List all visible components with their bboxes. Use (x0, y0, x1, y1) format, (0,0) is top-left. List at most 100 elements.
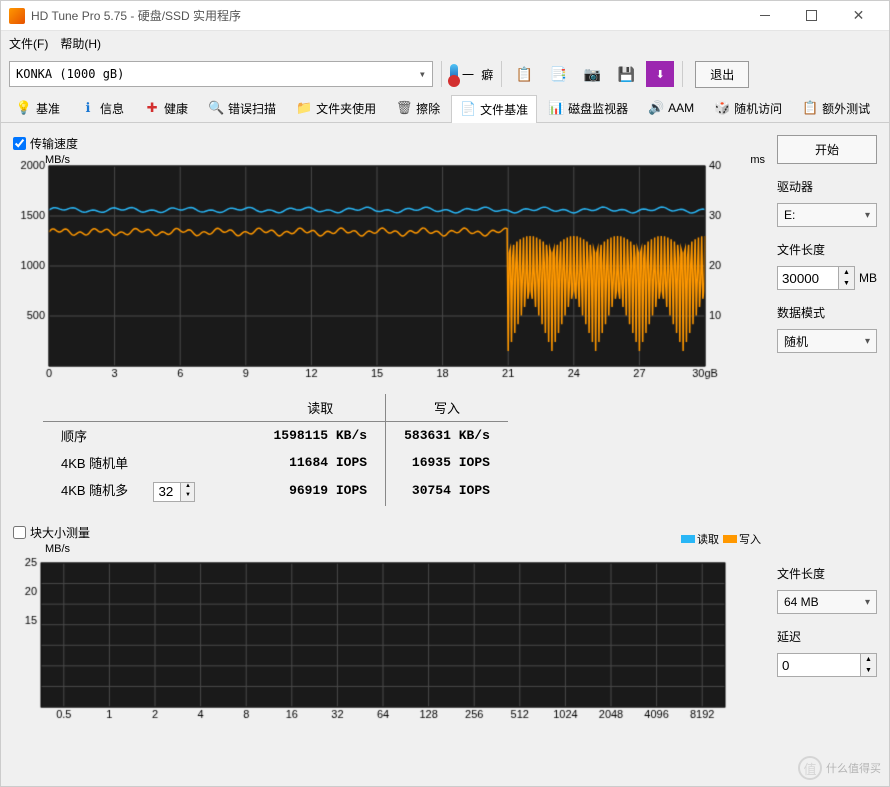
exit-button[interactable]: 退出 (695, 61, 749, 88)
tab-icon: 🗑 (396, 100, 412, 116)
titlebar: HD Tune Pro 5.75 - 硬盘/SSD 实用程序 (1, 1, 889, 31)
tab-icon: 📁 (296, 100, 312, 116)
results-table: 读取 写入 顺序1598115 KB/s583631 KB/s4KB 随机单11… (43, 394, 767, 506)
tab-3[interactable]: 🔍错误扫描 (199, 94, 285, 122)
close-button[interactable] (836, 2, 881, 30)
tab-icon: ℹ (80, 100, 96, 116)
spin-down[interactable]: ▼ (839, 278, 854, 289)
tab-icon: 🎲 (714, 100, 730, 116)
spin-down[interactable]: ▼ (181, 492, 194, 501)
tab-0[interactable]: 💡基准 (7, 94, 69, 122)
temp-text: 一 癖 (462, 66, 493, 83)
tab-label: 额外测试 (822, 100, 870, 117)
chart1-canvas (13, 156, 733, 384)
result-row: 4KB 随机多 ▲▼96919 IOPS30754 IOPS (43, 476, 508, 506)
tab-9[interactable]: 🎲随机访问 (705, 94, 791, 122)
tab-label: AAM (668, 101, 694, 115)
tab-label: 错误扫描 (228, 100, 276, 117)
save-icon[interactable]: 💾 (612, 61, 640, 87)
tab-label: 文件夹使用 (316, 100, 376, 117)
transfer-speed-checkbox[interactable]: 传输速度 (13, 135, 767, 152)
threads-input[interactable] (153, 482, 181, 502)
tab-bar: 💡基准ℹ信息✚健康🔍错误扫描📁文件夹使用🗑擦除📄文件基准📊磁盘监视器🔊AAM🎲随… (1, 93, 889, 123)
blocksize-checkbox-input[interactable] (13, 526, 26, 539)
delay-spinner[interactable]: ▲▼ (777, 653, 877, 677)
tab-label: 磁盘监视器 (568, 100, 628, 117)
minimize-button[interactable] (742, 2, 787, 30)
row-label: 顺序 (43, 422, 255, 450)
transfer-checkbox-input[interactable] (13, 137, 26, 150)
side-panel: 开始 驱动器 E: 文件长度 ▲▼ MB 数据模式 随机 文件长度 64 MB … (777, 135, 877, 725)
y-right-label: ms (750, 154, 765, 166)
chart2-canvas (13, 545, 733, 725)
drive-letter-select[interactable]: E: (777, 203, 877, 227)
filelen-label: 文件长度 (777, 241, 877, 258)
menubar: 文件(F) 帮助(H) (1, 31, 889, 55)
app-window: HD Tune Pro 5.75 - 硬盘/SSD 实用程序 文件(F) 帮助(… (0, 0, 890, 787)
read-val: 96919 IOPS (255, 476, 385, 506)
tab-6[interactable]: 📄文件基准 (451, 95, 537, 123)
pattern-label: 数据模式 (777, 304, 877, 321)
blocksize-checkbox[interactable]: 块大小测量 (13, 524, 767, 541)
temperature-display: 一 癖 (450, 64, 493, 84)
menu-help[interactable]: 帮助(H) (60, 35, 101, 52)
spin-up[interactable]: ▲ (861, 654, 876, 665)
tab-8[interactable]: 🔊AAM (639, 94, 703, 122)
start-button[interactable]: 开始 (777, 135, 877, 164)
tab-7[interactable]: 📊磁盘监视器 (539, 94, 637, 122)
copy-all-icon[interactable]: 📑 (544, 61, 572, 87)
legend-read-swatch (681, 535, 695, 543)
thermometer-icon (450, 64, 458, 84)
divider (501, 61, 502, 87)
write-val: 16935 IOPS (386, 449, 508, 476)
chart2-legend: 读取 写入 (681, 531, 761, 547)
drive-selector[interactable]: KONKA (1000 gB) (9, 61, 433, 87)
write-val: 30754 IOPS (386, 476, 508, 506)
tab-1[interactable]: ℹ信息 (71, 94, 133, 122)
filelen-input[interactable] (777, 266, 839, 290)
row-label: 4KB 随机单 (43, 449, 255, 476)
blocksize-checkbox-label: 块大小测量 (30, 524, 90, 541)
legend-write: 写入 (739, 531, 761, 547)
menu-file[interactable]: 文件(F) (9, 35, 48, 52)
copy-icon[interactable]: 📋 (510, 61, 538, 87)
tab-label: 健康 (164, 100, 188, 117)
tab-4[interactable]: 📁文件夹使用 (287, 94, 385, 122)
tab-10[interactable]: 📋额外测试 (793, 94, 879, 122)
filelen-spinner[interactable]: ▲▼ MB (777, 266, 877, 290)
filelen2-select[interactable]: 64 MB (777, 590, 877, 614)
result-row: 顺序1598115 KB/s583631 KB/s (43, 422, 508, 450)
watermark: 值 什么值得买 (798, 756, 881, 780)
blocksize-chart: MB/s 读取 写入 (13, 545, 767, 725)
tab-5[interactable]: 🗑擦除 (387, 94, 449, 122)
spin-up[interactable]: ▲ (839, 267, 854, 278)
pattern-select[interactable]: 随机 (777, 329, 877, 353)
result-row: 4KB 随机单11684 IOPS16935 IOPS (43, 449, 508, 476)
tab-label: 基准 (36, 100, 60, 117)
delay-label: 延迟 (777, 628, 877, 645)
delay-input[interactable] (777, 653, 861, 677)
tab-icon: 📊 (548, 100, 564, 116)
tab-label: 文件基准 (480, 101, 528, 118)
transfer-chart: MB/s ms (13, 156, 767, 384)
col-write: 写入 (386, 394, 508, 422)
read-val: 11684 IOPS (255, 449, 385, 476)
spin-down[interactable]: ▼ (861, 665, 876, 676)
tab-icon: 🔍 (208, 100, 224, 116)
watermark-icon: 值 (798, 756, 822, 780)
drive-selected-text: KONKA (1000 gB) (16, 67, 124, 81)
screenshot-icon[interactable]: 📷 (578, 61, 606, 87)
maximize-button[interactable] (789, 2, 834, 30)
read-val: 1598115 KB/s (255, 422, 385, 450)
legend-write-swatch (723, 535, 737, 543)
options-icon[interactable]: ⬇ (646, 61, 674, 87)
tab-label: 擦除 (416, 100, 440, 117)
spin-up[interactable]: ▲ (181, 483, 194, 492)
tab-2[interactable]: ✚健康 (135, 94, 197, 122)
drive-label: 驱动器 (777, 178, 877, 195)
write-val: 583631 KB/s (386, 422, 508, 450)
divider (441, 61, 442, 87)
app-icon (9, 8, 25, 24)
legend-read: 读取 (697, 531, 719, 547)
content-area: 传输速度 MB/s ms 读取 写入 (1, 123, 889, 786)
